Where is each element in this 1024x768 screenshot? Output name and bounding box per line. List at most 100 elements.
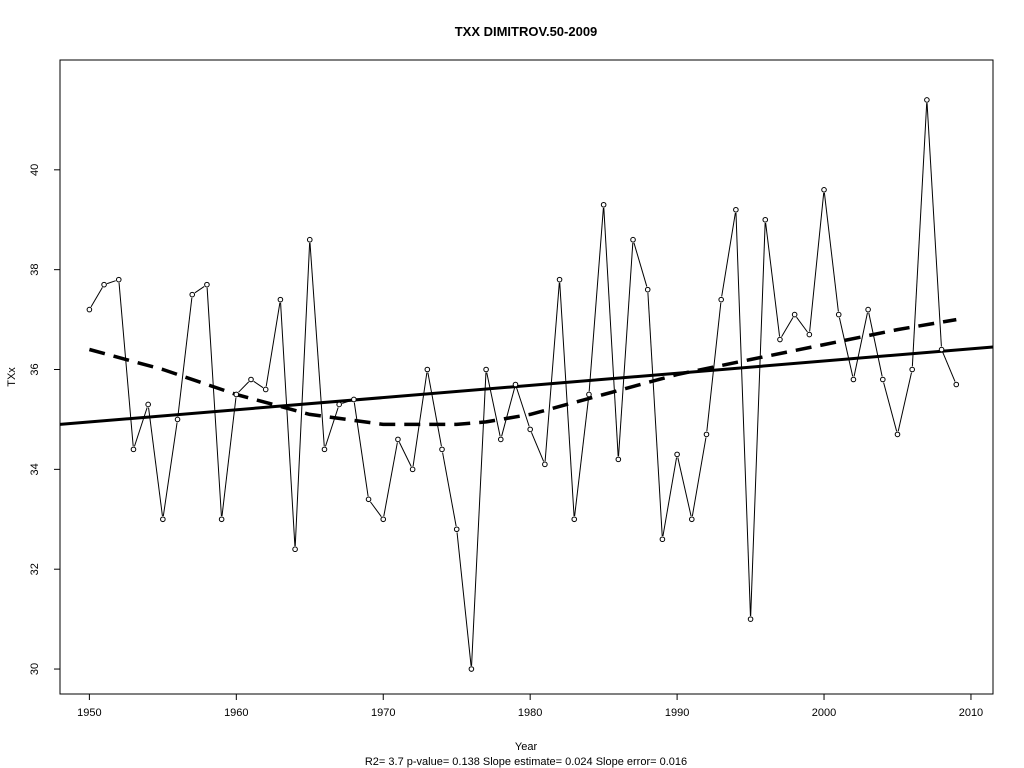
x-tick-label: 1980 [518, 707, 542, 719]
observed-segment [796, 316, 808, 333]
observed-point [821, 186, 827, 193]
observed-point [542, 461, 548, 468]
observed-point [365, 496, 372, 503]
x-tick-label: 2010 [959, 707, 983, 719]
observed-point [424, 366, 431, 373]
y-axis: 30 32 34 36 38 40 [29, 164, 60, 675]
observed-point [674, 451, 680, 458]
observed-point [218, 516, 225, 523]
observed-point [86, 306, 93, 313]
observed-segment [486, 372, 501, 437]
observed-segment [370, 501, 382, 517]
observed-point [718, 296, 724, 303]
observed-segment [911, 103, 928, 367]
observed-segment [324, 407, 339, 447]
observed-point [160, 516, 166, 523]
observed-segment [735, 212, 751, 616]
observed-segment [823, 192, 839, 312]
x-tick-label: 1950 [77, 707, 101, 719]
observed-segment [721, 212, 736, 297]
observed-point [644, 286, 651, 293]
observed-segment [118, 282, 134, 447]
observed-point [130, 446, 137, 453]
observed-point [938, 346, 945, 353]
observed-point [556, 276, 563, 283]
observed-segment [618, 242, 634, 457]
observed-segment [148, 407, 163, 517]
observed-segment [221, 397, 237, 517]
observed-segment [750, 222, 766, 616]
observed-segment [353, 402, 369, 497]
observed-segment [427, 372, 442, 447]
observed-point [630, 236, 636, 243]
observed-segment [633, 242, 648, 287]
observed-segment [515, 387, 530, 427]
observed-segment [559, 282, 575, 517]
observed-point [777, 336, 783, 343]
observed-point [336, 401, 342, 408]
observed-point [571, 516, 578, 523]
observed-segment [194, 286, 205, 294]
observed-segment [265, 302, 281, 387]
observed-segment [342, 400, 351, 404]
x-tick-label: 1960 [224, 707, 248, 719]
observed-point [733, 206, 739, 213]
observed-segment [398, 442, 412, 467]
observed-point [497, 436, 504, 443]
observed-point [586, 391, 592, 398]
x-tick-label: 1970 [371, 707, 395, 719]
chart-subtitle-stats: R2= 3.7 p-value= 0.138 Slope estimate= 0… [365, 756, 687, 768]
observed-segment [765, 222, 781, 337]
x-tick-label: 1990 [665, 707, 689, 719]
observed-segment [294, 242, 311, 547]
observed-segment [530, 432, 545, 462]
observed-point [277, 296, 284, 303]
observed-segment [926, 103, 942, 347]
observed-segment [253, 380, 264, 389]
x-tick-label: 2000 [812, 707, 836, 719]
observed-point [924, 97, 930, 103]
y-tick-label: 32 [29, 563, 41, 575]
observed-segment [544, 282, 560, 462]
observed-point [880, 376, 886, 383]
smoothed-trend-line [88, 317, 957, 427]
series-layer [59, 97, 994, 672]
observed-point [409, 466, 416, 473]
observed-point [791, 311, 798, 318]
chart-title: TXX DIMITROV.50-2009 [455, 24, 598, 39]
observed-point [688, 516, 695, 523]
observed-segment [691, 437, 707, 517]
observed-point [292, 546, 298, 553]
observed-segment [133, 407, 148, 447]
observed-segment [588, 207, 604, 392]
observed-point [894, 431, 901, 438]
observed-point [806, 331, 813, 338]
observed-segment [647, 292, 663, 537]
observed-segment [574, 397, 590, 517]
observed-segment [677, 457, 692, 517]
observed-segment [603, 207, 619, 457]
observed-point [600, 201, 607, 208]
observed-point [262, 386, 269, 393]
observed-segment [412, 372, 428, 467]
observed-point [248, 376, 254, 383]
observed-segment [162, 422, 178, 517]
observed-segment [853, 312, 868, 377]
linear-trend-line [59, 345, 994, 426]
observed-point [512, 381, 519, 388]
y-tick-label: 38 [29, 264, 41, 276]
observed-point [747, 616, 754, 622]
observed-segment [809, 192, 825, 332]
observed-segment [942, 352, 956, 382]
observed-segment [238, 381, 250, 393]
observed-point [306, 236, 313, 243]
observed-segment [897, 372, 912, 432]
observed-point [468, 666, 475, 672]
observed-segment [177, 297, 193, 417]
y-axis-label: TXx [6, 367, 18, 387]
observed-point [953, 381, 960, 388]
observed-segment [309, 242, 325, 447]
observed-point [204, 281, 210, 288]
